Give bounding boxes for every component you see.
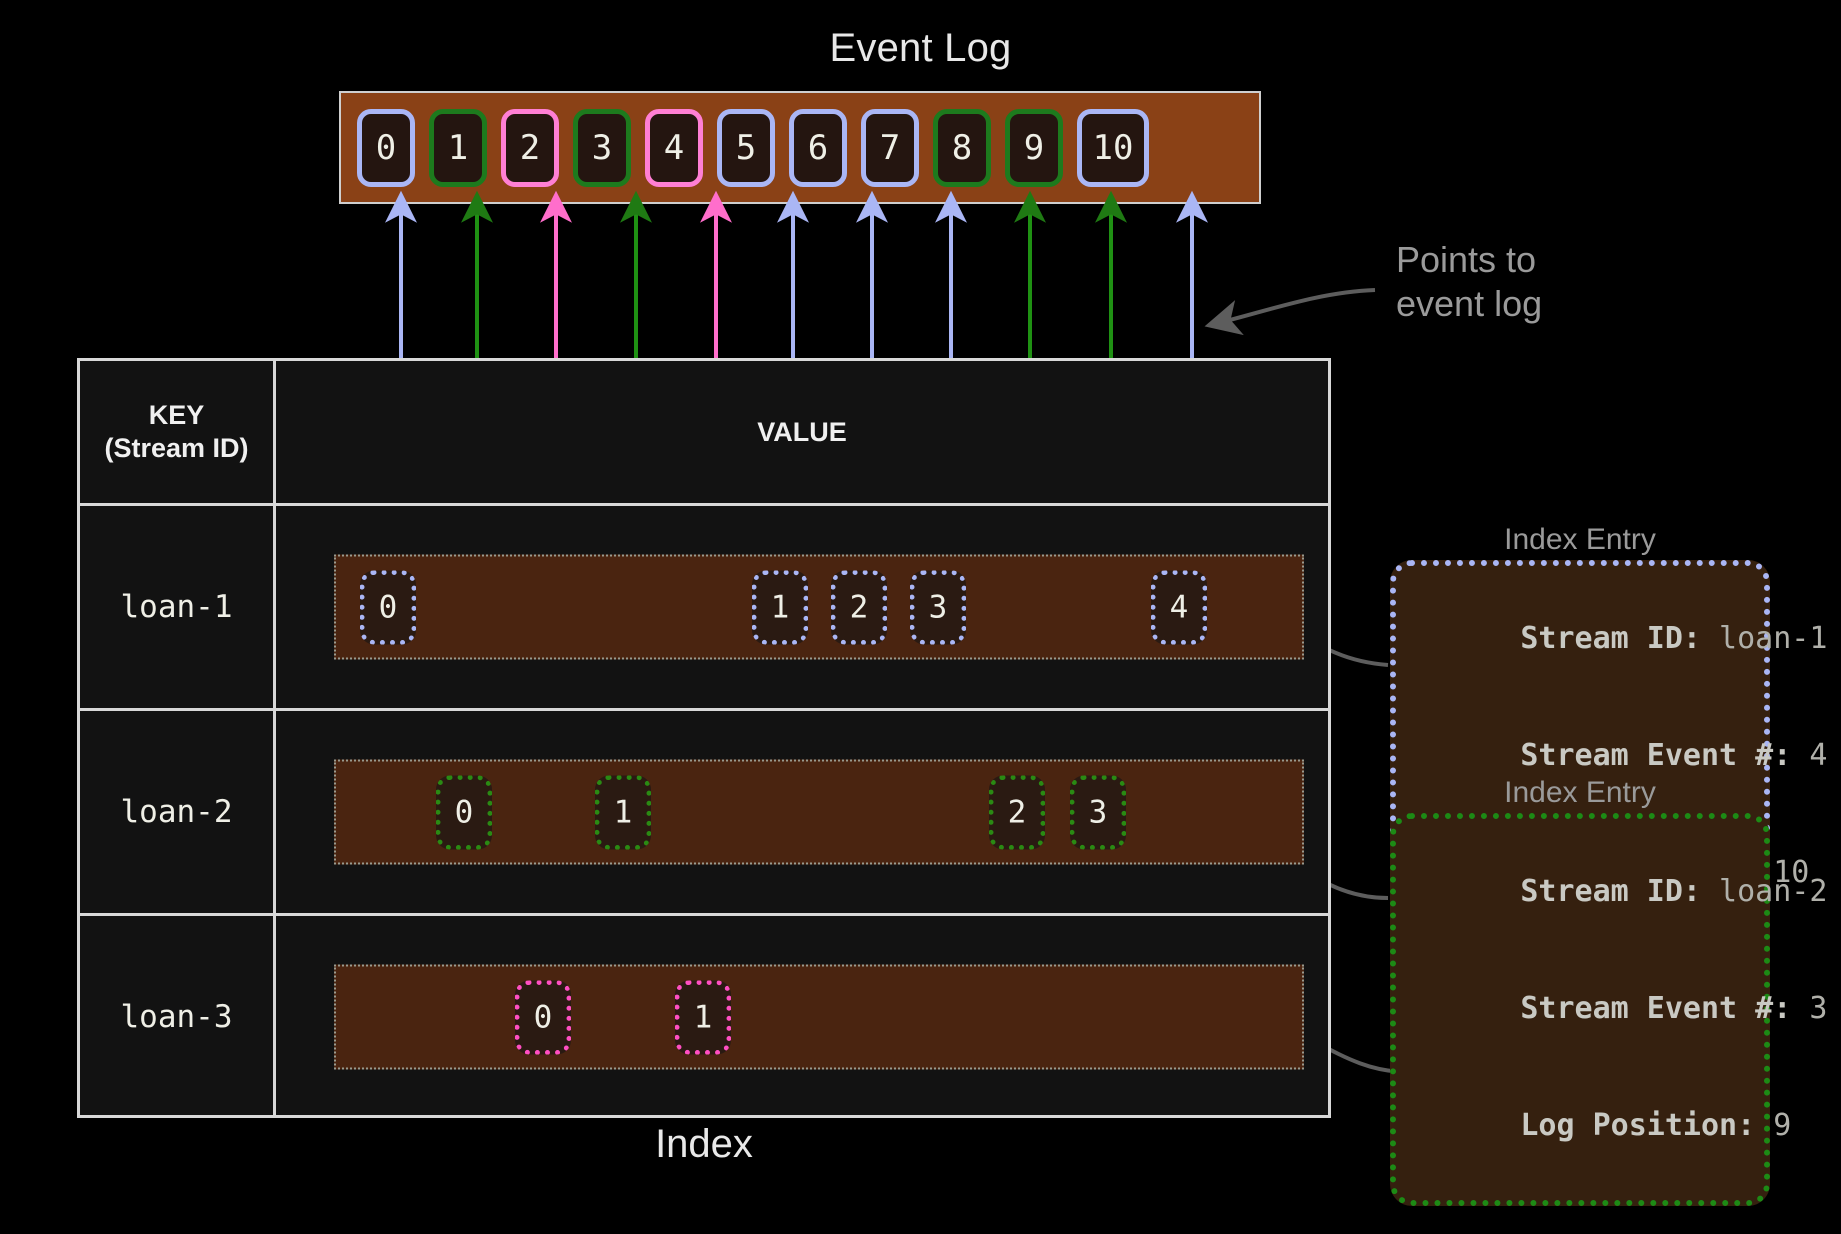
index-entry-title-2: Index Entry	[1504, 776, 1656, 809]
event-log-title: Event Log	[829, 26, 1012, 70]
stream-item-loan-1-4[interactable]: 4	[1151, 570, 1207, 644]
index-entry-2-line-1: Stream ID: loan-2	[1412, 833, 1827, 950]
index-entry-2-label-1: Stream ID:	[1520, 874, 1701, 909]
event-log-cell-4[interactable]: 4	[645, 108, 703, 187]
stream-key-loan-3: loan-3	[80, 916, 276, 1118]
table-header-row: KEY (Stream ID) VALUE	[80, 361, 1328, 503]
index-entry-2-line-2: Stream Event #: 3	[1412, 950, 1827, 1067]
stream-item-loan-3-0[interactable]: 0	[515, 980, 571, 1054]
table-header-key-line1: KEY	[148, 400, 205, 431]
stream-band-loan-1: 0 1 2 3 4	[334, 554, 1304, 660]
index-entry-2-value-1: loan-2	[1701, 874, 1828, 909]
index-entry-1-line-2: Stream Event #: 4	[1412, 697, 1827, 814]
index-entry-1-value-2: 4	[1791, 738, 1828, 773]
stream-band-loan-2: 0 1 2 3	[334, 759, 1304, 865]
stream-item-loan-2-2[interactable]: 2	[989, 775, 1045, 849]
index-entry-2-value-3: 9	[1755, 1108, 1792, 1143]
event-log-cell-3[interactable]: 3	[573, 108, 631, 187]
stream-item-loan-2-0[interactable]: 0	[436, 775, 492, 849]
index-entry-2-label-3: Log Position:	[1520, 1108, 1756, 1143]
stream-item-loan-1-0[interactable]: 0	[360, 570, 416, 644]
stream-item-loan-1-1[interactable]: 1	[752, 570, 808, 644]
stream-key-loan-2: loan-2	[80, 711, 276, 913]
event-log-cell-8[interactable]: 8	[933, 108, 991, 187]
event-log-cell-1[interactable]: 1	[429, 108, 487, 187]
index-entry-2-label-2: Stream Event #:	[1520, 991, 1792, 1026]
stream-band-loan-3: 0 1	[334, 964, 1304, 1070]
table-row[interactable]: loan-3 0 1	[80, 913, 1328, 1118]
index-entry-box-2: Stream ID: loan-2 Stream Event #: 3 Log …	[1390, 813, 1827, 1206]
event-log-cell-0[interactable]: 0	[357, 108, 415, 187]
index-entry-1-value-1: loan-1	[1701, 621, 1828, 656]
index-entry-1-value-3: 10	[1755, 855, 1810, 890]
index-entry-title-1: Index Entry	[1504, 523, 1656, 556]
stream-item-loan-2-3[interactable]: 3	[1070, 775, 1126, 849]
event-log-cell-9[interactable]: 9	[1005, 108, 1063, 187]
index-caption: Index	[655, 1122, 753, 1166]
stream-value-loan-3: 0 1	[276, 916, 1328, 1118]
index-entry-2-value-2: 3	[1791, 991, 1828, 1026]
event-log-cell-2[interactable]: 2	[501, 108, 559, 187]
event-log-cell-10[interactable]: 10	[1077, 108, 1149, 187]
stream-item-loan-2-1[interactable]: 1	[595, 775, 651, 849]
table-header-key-line2: (Stream ID)	[104, 433, 249, 463]
table-header-key: KEY (Stream ID)	[80, 361, 276, 503]
index-entry-2-line-3: Log Position: 9	[1412, 1067, 1791, 1184]
stream-value-loan-2: 0 1 2 3	[276, 711, 1328, 913]
event-log-cell-5[interactable]: 5	[717, 108, 775, 187]
stream-item-loan-1-2[interactable]: 2	[831, 570, 887, 644]
index-entry-1-label-2: Stream Event #:	[1520, 738, 1792, 773]
stream-item-loan-3-1[interactable]: 1	[675, 980, 731, 1054]
index-table: KEY (Stream ID) VALUE loan-1 0 1 2 3 4 l…	[77, 358, 1331, 1118]
stream-value-loan-1: 0 1 2 3 4	[276, 506, 1328, 708]
event-log-cell-7[interactable]: 7	[861, 108, 919, 187]
annotation-points-to-event-log: Points to event log	[1396, 239, 1543, 324]
event-log-band: 0 1 2 3 4 5 6 7 8 9 10	[339, 91, 1261, 204]
index-entry-1-line-1: Stream ID: loan-1	[1412, 580, 1827, 697]
table-row[interactable]: loan-1 0 1 2 3 4	[80, 503, 1328, 708]
stream-key-loan-1: loan-1	[80, 506, 276, 708]
index-entry-1-label-1: Stream ID:	[1520, 621, 1701, 656]
table-row[interactable]: loan-2 0 1 2 3	[80, 708, 1328, 913]
table-header-value: VALUE	[757, 416, 847, 447]
stream-item-loan-1-3[interactable]: 3	[910, 570, 966, 644]
event-log-cell-6[interactable]: 6	[789, 108, 847, 187]
